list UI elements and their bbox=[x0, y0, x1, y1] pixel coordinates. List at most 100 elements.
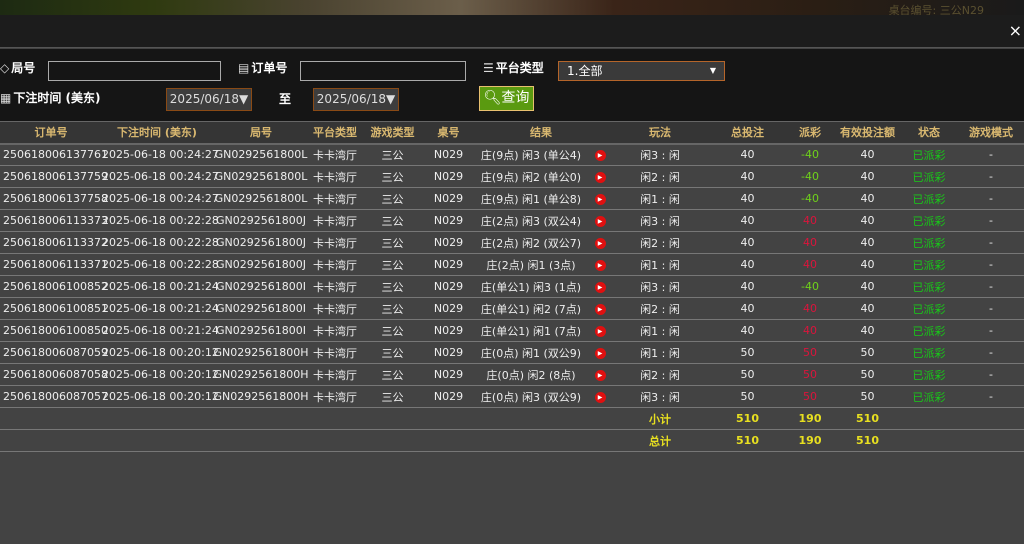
cell: 三公 bbox=[360, 187, 425, 210]
cell: 250618006087058 bbox=[0, 363, 108, 386]
replay-cell[interactable]: ▶ bbox=[590, 319, 610, 342]
cell: 40 bbox=[710, 187, 785, 210]
cell: 50 bbox=[835, 385, 900, 408]
play-video-icon[interactable]: ▶ bbox=[594, 325, 606, 337]
query-label: 查询 bbox=[501, 90, 530, 106]
cell: 三公 bbox=[360, 385, 425, 408]
replay-cell[interactable]: ▶ bbox=[590, 253, 610, 276]
play-video-icon[interactable]: ▶ bbox=[594, 237, 606, 249]
date-from-picker[interactable]: 2025/06/18▼ bbox=[166, 88, 252, 111]
replay-cell[interactable]: ▶ bbox=[590, 341, 610, 364]
cell: 250618006113373 bbox=[0, 209, 108, 232]
cell: 2025-06-18 00:22:28 bbox=[102, 231, 219, 254]
clipboard-icon: ▤ bbox=[238, 60, 250, 75]
play-video-icon[interactable]: ▶ bbox=[594, 303, 606, 315]
cell: -40 bbox=[785, 187, 835, 210]
cell: 40 bbox=[785, 319, 835, 342]
cell: 50 bbox=[710, 363, 785, 386]
cell: N029 bbox=[425, 385, 472, 408]
cell: N029 bbox=[425, 187, 472, 210]
cell: 2025-06-18 00:21:24 bbox=[102, 319, 219, 342]
tag-icon: ◇ bbox=[0, 60, 10, 75]
cell: 250618006137758 bbox=[0, 187, 108, 210]
cell: 40 bbox=[710, 253, 785, 276]
cell: 50 bbox=[835, 341, 900, 364]
cell: GN0292561800L bbox=[212, 143, 310, 166]
play-video-icon[interactable]: ▶ bbox=[594, 171, 606, 183]
cell: GN0292561800I bbox=[212, 297, 310, 320]
cell: 2025-06-18 00:21:24 bbox=[102, 297, 219, 320]
query-button[interactable]: 🔍︎查询 bbox=[479, 86, 534, 111]
replay-cell[interactable]: ▶ bbox=[590, 209, 610, 232]
table-row: 250618006087059 2025-06-18 00:20:12 GN0292… bbox=[0, 341, 1024, 364]
cell: 250618006100852 bbox=[0, 275, 108, 298]
play-video-icon[interactable]: ▶ bbox=[594, 193, 606, 205]
play-video-icon[interactable]: ▶ bbox=[594, 149, 606, 161]
order-input[interactable] bbox=[300, 61, 466, 81]
play-video-icon[interactable]: ▶ bbox=[594, 347, 606, 359]
cell: 2025-06-18 00:22:28 bbox=[102, 209, 219, 232]
table-row: 250618006100851 2025-06-18 00:21:24 GN0292… bbox=[0, 297, 1024, 320]
platform-select[interactable]: 1.全部 ▼ bbox=[558, 61, 725, 81]
cell: 庄(2点) 闲3 (双公4) bbox=[472, 209, 590, 232]
cell: 50 bbox=[710, 385, 785, 408]
round-input[interactable] bbox=[48, 61, 221, 81]
cell: 闲2 : 闲 bbox=[610, 231, 710, 254]
cell: - bbox=[958, 275, 1024, 298]
cell: 40 bbox=[835, 253, 900, 276]
table-row: 250618006113372 2025-06-18 00:22:28 GN0292… bbox=[0, 231, 1024, 254]
calendar-icon: ▦ bbox=[0, 90, 12, 105]
cell: 250618006087057 bbox=[0, 385, 108, 408]
cell: 已派彩 bbox=[900, 297, 958, 320]
play-video-icon[interactable]: ▶ bbox=[594, 259, 606, 271]
cell: N029 bbox=[425, 209, 472, 232]
column-header: 有效投注额 bbox=[835, 121, 900, 145]
cell: 卡卡湾厅 bbox=[310, 187, 360, 210]
cell: 已派彩 bbox=[900, 275, 958, 298]
play-video-icon[interactable]: ▶ bbox=[594, 369, 606, 381]
total-label: 总计 bbox=[610, 429, 710, 452]
replay-cell[interactable]: ▶ bbox=[590, 143, 610, 166]
cell: 三公 bbox=[360, 209, 425, 232]
filter-panel: ◇ 局号 ▤ 订单号 ☰ 平台类型 1.全部 ▼ ▦ 下注时间 (美东) 2025/06/… bbox=[0, 49, 1024, 121]
replay-cell[interactable]: ▶ bbox=[590, 187, 610, 210]
column-header: 派彩 bbox=[785, 121, 835, 145]
cell: 卡卡湾厅 bbox=[310, 253, 360, 276]
round-label-text: 局号 bbox=[11, 61, 36, 75]
replay-cell[interactable]: ▶ bbox=[590, 385, 610, 408]
empty-cell bbox=[0, 429, 610, 452]
replay-cell[interactable]: ▶ bbox=[590, 297, 610, 320]
cell: 三公 bbox=[360, 297, 425, 320]
cell: 闲1 : 闲 bbox=[610, 319, 710, 342]
replay-cell[interactable]: ▶ bbox=[590, 165, 610, 188]
play-video-icon[interactable]: ▶ bbox=[594, 215, 606, 227]
cell: 三公 bbox=[360, 253, 425, 276]
column-header: 游戏模式 bbox=[958, 121, 1024, 145]
close-icon[interactable]: × bbox=[1008, 21, 1022, 40]
play-video-icon[interactable]: ▶ bbox=[594, 391, 606, 403]
cell: GN0292561800J bbox=[212, 209, 310, 232]
cell: 已派彩 bbox=[900, 341, 958, 364]
cell: 闲3 : 闲 bbox=[610, 143, 710, 166]
cell: 三公 bbox=[360, 275, 425, 298]
cell: 庄(2点) 闲2 (双公7) bbox=[472, 231, 590, 254]
cell: 卡卡湾厅 bbox=[310, 209, 360, 232]
cell: GN0292561800H bbox=[212, 385, 310, 408]
replay-cell[interactable]: ▶ bbox=[590, 275, 610, 298]
play-video-icon[interactable]: ▶ bbox=[594, 281, 606, 293]
bet-records-table: 订单号 下注时间 (美东) 局号 平台类型 游戏类型 桌号 结果 玩法 总投注 派彩 有效投注额 状态… bbox=[0, 121, 1024, 452]
column-header: 总投注 bbox=[710, 121, 785, 145]
order-label-text: 订单号 bbox=[251, 61, 288, 75]
cell: 250618006137759 bbox=[0, 165, 108, 188]
date-to-picker[interactable]: 2025/06/18▼ bbox=[313, 88, 399, 111]
cell: 40 bbox=[785, 297, 835, 320]
cell: -40 bbox=[785, 143, 835, 166]
replay-cell[interactable]: ▶ bbox=[590, 231, 610, 254]
column-header: 游戏类型 bbox=[360, 121, 425, 145]
cell: 卡卡湾厅 bbox=[310, 319, 360, 342]
cell: 已派彩 bbox=[900, 231, 958, 254]
cell: 卡卡湾厅 bbox=[310, 341, 360, 364]
replay-cell[interactable]: ▶ bbox=[590, 363, 610, 386]
cell: GN0292561800H bbox=[212, 363, 310, 386]
subtotal-label: 小计 bbox=[610, 407, 710, 430]
